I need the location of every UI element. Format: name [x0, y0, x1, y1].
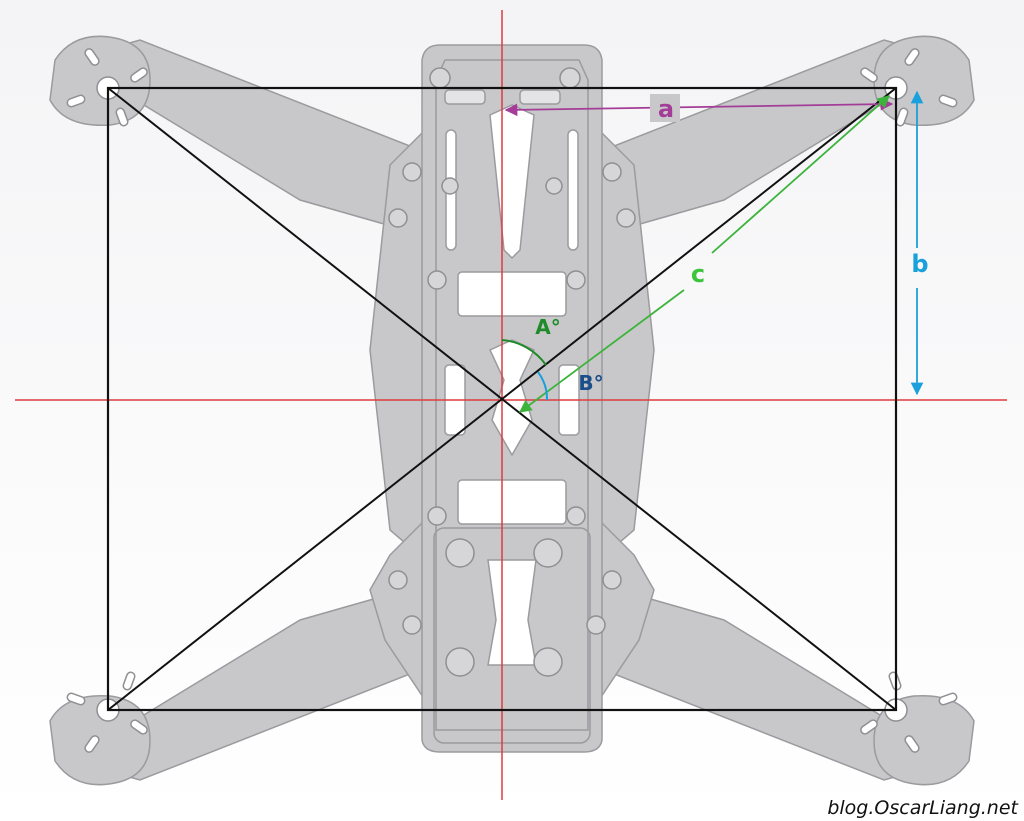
screw — [602, 162, 622, 182]
label-a-backdrop — [650, 94, 680, 122]
motor-rectangle — [106, 86, 898, 712]
label-b: b — [911, 250, 928, 278]
rear-mount-outline — [433, 527, 591, 744]
diagonal-tr-bl — [107, 87, 897, 711]
motor-slot — [115, 107, 129, 127]
watermark: blog.OscarLiang.net — [827, 797, 1018, 819]
motor-slot — [938, 692, 958, 706]
screw — [388, 570, 408, 590]
motor-slot — [860, 719, 878, 735]
camera-screw — [445, 647, 475, 677]
motor-slot — [895, 107, 909, 127]
motor-slot — [66, 94, 86, 108]
label-a: a — [658, 95, 674, 123]
motor-slot — [860, 67, 878, 83]
center-cutout-rear — [487, 559, 537, 666]
screw — [566, 506, 586, 526]
motor-slot — [130, 719, 148, 735]
dimension-a-arrow — [504, 97, 894, 117]
screw — [559, 67, 581, 89]
screw — [402, 615, 422, 635]
screw — [441, 177, 459, 195]
screw — [388, 208, 408, 228]
motor-slot — [84, 735, 100, 753]
top-bracket-right — [519, 89, 561, 105]
camera-screw — [533, 647, 563, 677]
screw — [427, 270, 447, 290]
label-c: c — [691, 260, 705, 288]
angle-b-arc — [537, 371, 549, 401]
frame-screws — [388, 67, 636, 677]
top-bracket-left — [444, 89, 486, 105]
strap-slot-lower — [457, 479, 567, 525]
motor-slot — [130, 67, 148, 83]
long-slot-right — [567, 129, 579, 251]
label-angle-a: A° — [535, 315, 560, 339]
motor-slot — [904, 735, 920, 753]
camera-screw — [533, 538, 563, 568]
screw — [602, 570, 622, 590]
screw — [545, 177, 563, 195]
camera-screw — [445, 538, 475, 568]
dimension-c-arrow-upper — [711, 95, 890, 254]
motor-slot — [938, 94, 958, 108]
screw — [427, 506, 447, 526]
motor-slot — [904, 48, 920, 66]
screw — [402, 162, 422, 182]
motor-slot — [66, 692, 86, 706]
screw — [566, 270, 586, 290]
label-angle-b: B° — [578, 371, 603, 395]
motor-holes — [66, 48, 958, 753]
frame-wing-rear-right — [598, 518, 655, 703]
strap-slot-upper — [457, 271, 567, 317]
screw — [586, 615, 606, 635]
screw — [616, 208, 636, 228]
frame-wing-rear-left — [369, 518, 426, 703]
angle-a-arc — [501, 339, 547, 366]
motor-slot — [122, 671, 136, 691]
motor-slot — [84, 48, 100, 66]
screw — [429, 67, 451, 89]
